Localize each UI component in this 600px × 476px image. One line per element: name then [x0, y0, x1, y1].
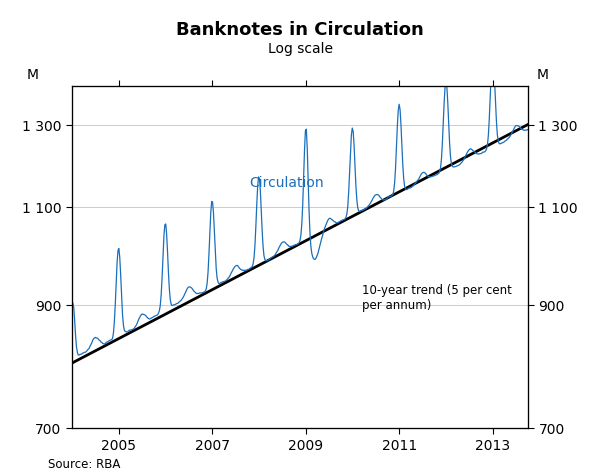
Text: M: M	[537, 68, 549, 82]
Text: 10-year trend (5 per cent
per annum): 10-year trend (5 per cent per annum)	[362, 284, 512, 312]
Text: Banknotes in Circulation: Banknotes in Circulation	[176, 21, 424, 40]
Text: Circulation: Circulation	[250, 176, 325, 190]
Text: M: M	[26, 68, 38, 82]
Text: Log scale: Log scale	[268, 42, 332, 56]
Text: Source: RBA: Source: RBA	[48, 458, 121, 471]
